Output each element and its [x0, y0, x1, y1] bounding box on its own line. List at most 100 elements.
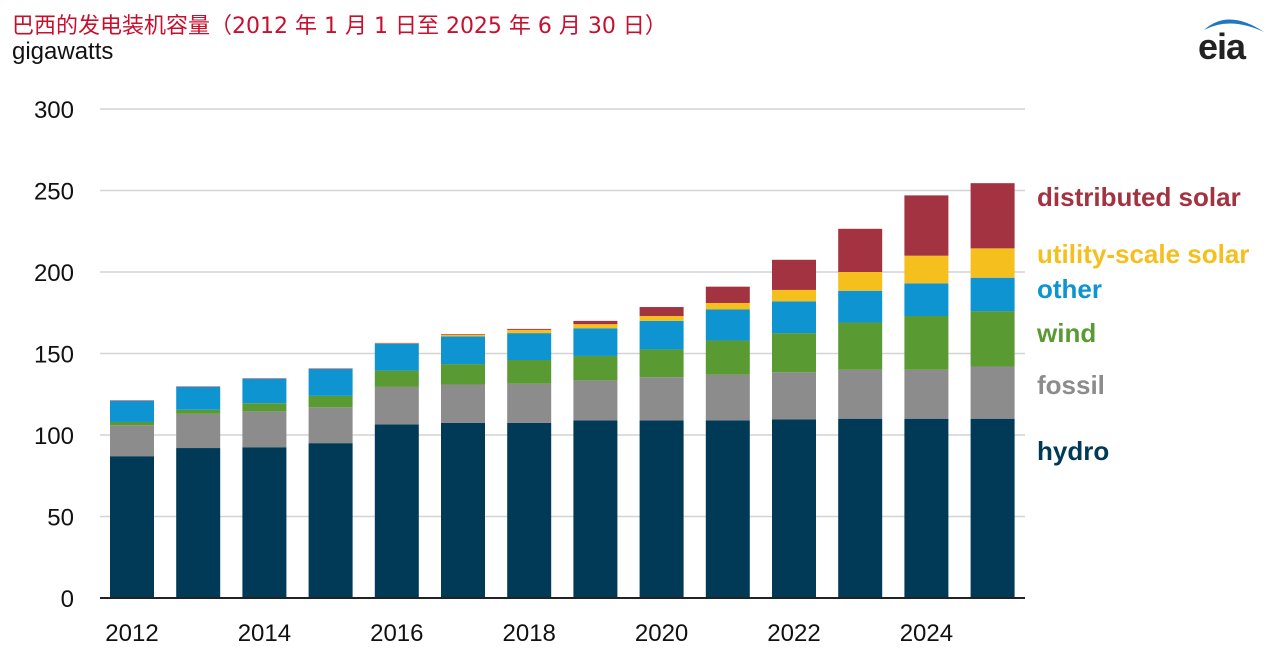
bar-distributed-solar-2021 [705, 286, 750, 303]
y-tick-label-100: 100 [34, 423, 74, 450]
bar-hydro-2021 [705, 420, 750, 598]
bar-hydro-2020 [639, 420, 684, 598]
legend-fossil: fossil [1037, 370, 1105, 400]
bar-utility-scale-solar-2025 [970, 248, 1015, 278]
gridlines [100, 108, 1025, 518]
bar-fossil-2019 [573, 380, 618, 421]
bar-fossil-2025 [970, 366, 1015, 419]
x-tick-label-2014: 2014 [238, 620, 291, 647]
bar-utility-scale-solar-2021 [705, 302, 750, 310]
bar-utility-scale-solar-2020 [639, 316, 684, 321]
bars [110, 183, 1015, 598]
bar-other-2015 [308, 368, 353, 396]
bar-wind-2020 [639, 349, 684, 378]
bar-hydro-2019 [573, 420, 618, 598]
bar-utility-scale-solar-2018 [507, 329, 552, 334]
bar-other-2017 [441, 336, 485, 365]
bar-other-2014 [242, 378, 287, 404]
bar-wind-2024 [904, 316, 949, 370]
bar-wind-2015 [308, 395, 353, 408]
bar-distributed-solar-2024 [904, 195, 949, 256]
bar-other-2021 [705, 309, 750, 341]
bar-hydro-2025 [970, 418, 1015, 598]
bar-other-2024 [904, 283, 949, 317]
bar-wind-2022 [772, 333, 816, 373]
bar-utility-scale-solar-2017 [441, 334, 485, 337]
bar-hydro-2024 [904, 418, 949, 598]
legend-hydro: hydro [1037, 436, 1110, 466]
bar-fossil-2017 [441, 384, 485, 423]
bar-wind-2013 [176, 409, 221, 414]
bar-distributed-solar-2020 [639, 307, 684, 317]
bar-fossil-2016 [374, 386, 419, 425]
bar-utility-scale-solar-2019 [573, 324, 618, 329]
y-tick-label-50: 50 [47, 505, 74, 532]
bar-distributed-solar-2019 [573, 320, 618, 325]
x-tick-label-2018: 2018 [503, 620, 556, 647]
y-tick-label-300: 300 [34, 97, 74, 124]
eia-logo-swoosh-icon [1204, 19, 1264, 32]
bar-wind-2023 [838, 322, 883, 370]
bar-fossil-2022 [772, 372, 816, 420]
bar-wind-2025 [970, 311, 1015, 367]
bar-distributed-solar-2022 [772, 259, 816, 290]
eia-logo: eia [1190, 6, 1270, 67]
bar-utility-scale-solar-2024 [904, 255, 949, 284]
bar-hydro-2018 [507, 422, 552, 598]
x-tick-label-2024: 2024 [900, 620, 953, 647]
eia-logo-text: eia [1198, 26, 1246, 67]
bar-distributed-solar-2023 [838, 228, 883, 272]
bar-fossil-2012 [110, 425, 154, 457]
bar-wind-2018 [507, 360, 552, 384]
chart-title: 巴西的发电装机容量（2012 年 1 月 1 日至 2025 年 6 月 30 … [12, 14, 667, 39]
bar-distributed-solar-2025 [970, 183, 1015, 249]
bar-fossil-2024 [904, 369, 949, 419]
bar-other-2019 [573, 328, 618, 356]
bar-wind-2012 [110, 421, 154, 426]
bar-fossil-2014 [242, 411, 287, 448]
bar-hydro-2017 [441, 422, 485, 598]
bar-fossil-2020 [639, 377, 684, 421]
bar-distributed-solar-2018 [507, 328, 552, 330]
bar-hydro-2014 [242, 447, 287, 598]
x-tick-label-2016: 2016 [370, 620, 423, 647]
x-tick-label-2012: 2012 [105, 620, 158, 647]
bar-other-2022 [772, 301, 816, 334]
bar-hydro-2023 [838, 418, 883, 598]
bar-other-2016 [374, 343, 419, 371]
bar-hydro-2015 [308, 443, 353, 598]
bar-wind-2017 [441, 364, 485, 385]
bar-fossil-2015 [308, 407, 353, 444]
bar-wind-2014 [242, 403, 287, 412]
bar-distributed-solar-2017 [441, 334, 485, 335]
bar-other-2018 [507, 333, 552, 361]
bar-fossil-2013 [176, 413, 221, 449]
bar-other-2013 [176, 386, 221, 410]
bar-hydro-2013 [176, 448, 221, 598]
legend-wind: wind [1037, 318, 1097, 348]
bar-utility-scale-solar-2022 [772, 289, 816, 302]
axes: 0 50 100 150 200 250 300 2012 2014 2016 2018 2020 20… [34, 97, 1025, 647]
bar-hydro-2016 [374, 424, 419, 598]
legend-distributed-solar: distributed solar [1037, 182, 1241, 212]
bar-wind-2016 [374, 370, 419, 387]
y-tick-label-0: 0 [61, 586, 74, 613]
bar-other-2023 [838, 290, 883, 323]
x-tick-label-2022: 2022 [767, 620, 820, 647]
legend-other: other [1037, 274, 1102, 304]
bar-utility-scale-solar-2023 [838, 272, 883, 291]
y-tick-label-200: 200 [34, 260, 74, 287]
bar-wind-2021 [705, 340, 750, 375]
bar-other-2020 [639, 320, 684, 350]
bar-fossil-2023 [838, 369, 883, 419]
bar-hydro-2022 [772, 419, 816, 598]
y-axis-unit: gigawatts [12, 38, 114, 65]
legend-utility-scale-solar: utility-scale solar [1037, 239, 1250, 269]
bar-fossil-2018 [507, 383, 552, 423]
bar-wind-2019 [573, 355, 618, 381]
y-tick-label-250: 250 [34, 179, 74, 206]
x-tick-label-2020: 2020 [635, 620, 688, 647]
y-tick-label-150: 150 [34, 342, 74, 369]
bar-fossil-2021 [705, 374, 750, 421]
